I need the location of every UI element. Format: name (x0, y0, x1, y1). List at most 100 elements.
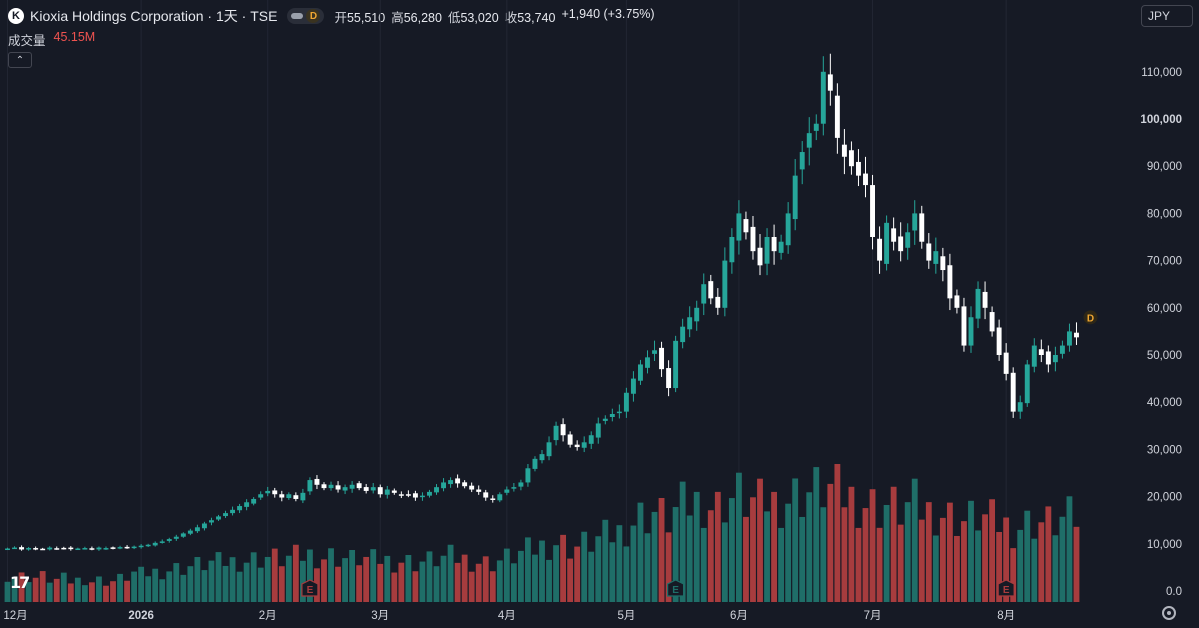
volume-bar-8 (60, 572, 67, 602)
volume-bar-108 (764, 511, 770, 602)
candle-body-44 (314, 478, 320, 485)
volume-bar-127 (897, 524, 904, 602)
volume-bar-129 (911, 478, 918, 602)
candle-body-141 (996, 327, 1002, 355)
symbol-title[interactable]: Kioxia Holdings Corporation · 1天 · TSE (30, 8, 278, 24)
candle-body-57 (405, 494, 411, 496)
earnings-marker-0 (301, 579, 319, 597)
volume-bar-67 (475, 563, 482, 602)
gear-icon[interactable] (1162, 606, 1176, 620)
candle-body-101 (715, 296, 721, 308)
candle-body-65 (462, 482, 468, 487)
volume-bar-99 (700, 527, 707, 602)
candle-body-43 (307, 480, 313, 492)
volume-bar-103 (728, 498, 735, 602)
volume-bar-152 (1073, 526, 1080, 602)
candle-body-64 (455, 478, 461, 484)
candle-body-124 (877, 238, 883, 261)
time-tick-7: 7月 (864, 610, 882, 622)
high-value: 56,280 (403, 10, 442, 25)
candle-body-28 (201, 523, 207, 529)
candle-body-13 (96, 547, 102, 550)
volume-bar-60 (426, 551, 433, 602)
volume-bar-151 (1066, 496, 1073, 602)
visibility-toggle[interactable]: D (287, 8, 325, 24)
volume-bar-46 (328, 548, 334, 602)
price-tick-7: 40,000 (1147, 397, 1182, 409)
volume-bar-95 (672, 507, 679, 602)
volume-bar-40 (285, 555, 292, 602)
volume-bar-138 (975, 530, 981, 602)
candle-body-55 (391, 490, 397, 493)
candle-body-128 (905, 232, 911, 248)
volume-bar-77 (546, 559, 552, 602)
volume-bar-63 (447, 544, 454, 602)
candle-body-9 (68, 547, 74, 550)
volume-bar-39 (278, 566, 285, 602)
volume-bar-4 (32, 577, 39, 602)
candle-body-98 (694, 307, 700, 322)
volume-bar-118 (834, 464, 841, 602)
candle-body-84 (595, 423, 601, 438)
tradingview-logo[interactable]: 17 (10, 573, 30, 592)
volume-bar-43 (307, 549, 313, 602)
high-label: 高 (391, 10, 404, 25)
candle-body-76 (539, 454, 545, 461)
volume-bar-29 (208, 560, 215, 602)
collapse-button[interactable]: ⌃ (8, 52, 32, 68)
candle-body-135 (954, 295, 960, 308)
currency-button[interactable]: JPY (1141, 5, 1193, 27)
change-value: +1,940 (+3.75%) (561, 6, 655, 21)
volume-bar-66 (468, 571, 475, 602)
candle-body-70 (497, 494, 503, 501)
volume-bar-149 (1052, 535, 1059, 602)
volume-bar-78 (553, 545, 559, 602)
volume-bar-65 (461, 554, 468, 602)
candle-body-11 (82, 548, 88, 550)
time-tick-6: 6月 (730, 610, 748, 622)
earnings-marker-2 (997, 579, 1015, 597)
volume-label[interactable]: 成交量 (8, 34, 46, 48)
volume-bar-42 (299, 560, 306, 602)
candle-body-133 (940, 256, 946, 271)
volume-bar-91 (644, 533, 651, 602)
candle-body-27 (194, 527, 200, 532)
volume-bar-14 (103, 585, 109, 602)
candle-body-19 (138, 545, 144, 548)
volume-bar-0 (4, 581, 11, 602)
volume-bar-1 (11, 576, 18, 602)
candle-body-59 (419, 495, 425, 498)
volume-bar-68 (482, 556, 489, 602)
volume-bar-100 (707, 510, 714, 602)
volume-bar-27 (194, 557, 201, 602)
candle-body-34 (244, 502, 250, 507)
company-logo[interactable]: K (8, 8, 24, 24)
volume-bar-141 (996, 531, 1003, 602)
volume-bar-114 (806, 492, 813, 602)
candle-body-113 (799, 152, 805, 170)
candle-body-123 (870, 185, 875, 237)
candle-body-144 (1017, 402, 1023, 412)
volume-bar-22 (159, 579, 166, 602)
candle-body-79 (560, 424, 566, 436)
volume-bar-115 (813, 467, 820, 602)
volume-bar-69 (489, 571, 496, 602)
candle-body-134 (947, 265, 953, 299)
candle-body-41 (293, 495, 299, 499)
candle-body-119 (841, 144, 847, 157)
price-tick-2: 90,000 (1147, 161, 1182, 173)
volume-bar-18 (131, 571, 138, 602)
volume-bar-107 (757, 478, 763, 602)
low-label: 低 (447, 10, 461, 25)
candle-body-39 (279, 494, 285, 498)
candle-body-88 (623, 392, 629, 412)
candle-body-139 (982, 291, 988, 308)
candle-body-58 (412, 493, 418, 498)
candle-body-50 (356, 483, 362, 489)
volume-bar-88 (623, 546, 630, 602)
candle-body-60 (427, 491, 432, 496)
candle-body-137 (968, 317, 974, 346)
volume-bar-34 (243, 562, 250, 602)
candle-body-100 (708, 281, 714, 299)
